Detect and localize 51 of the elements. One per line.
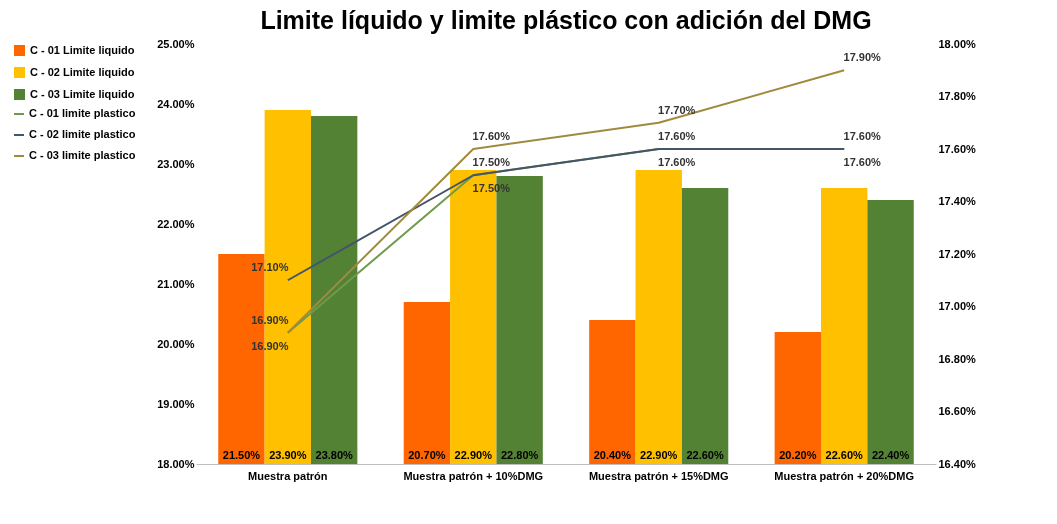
data-label: 16.90% [251, 339, 289, 352]
legend-label: C - 03 limite plastico [29, 149, 136, 161]
legend-label: C - 02 Limite liquido [30, 65, 135, 78]
data-label: 22.40% [871, 449, 910, 461]
x-tick-label: Muestra patrón + 10%DMG [403, 469, 544, 482]
data-label: 22.60% [686, 449, 724, 461]
y2-tick-label: 16.40% [938, 457, 977, 470]
data-label: 16.90% [251, 313, 289, 326]
data-label: 22.80% [500, 449, 539, 461]
data-label: 17.90% [843, 51, 882, 64]
legend-label: C - 03 Limite liquido [30, 87, 135, 100]
data-label: 22.90% [454, 449, 493, 461]
data-label: 21.50% [222, 449, 261, 461]
y-tick-label: 25.00% [157, 37, 195, 50]
data-label: 20.20% [779, 449, 817, 461]
y2-tick-label: 18.00% [938, 37, 977, 50]
data-label: 20.70% [408, 449, 446, 461]
legend-label: C - 01 Limite liquido [30, 43, 135, 56]
y-tick-label: 20.00% [157, 337, 195, 350]
x-tick-label: Muestra patrón + 15%DMG [588, 469, 729, 482]
chart-title: Limite líquido y limite plástico con adición del DMG [260, 6, 872, 34]
legend-label: C - 01 limite plastico [29, 107, 136, 119]
data-label: 22.90% [640, 449, 678, 461]
data-label: 17.70% [658, 103, 696, 116]
y2-tick-label: 17.60% [938, 142, 977, 155]
data-label: 17.10% [251, 261, 289, 274]
data-label: 17.50% [472, 156, 511, 169]
data-label: 17.60% [658, 156, 696, 168]
data-label: 23.80% [315, 449, 354, 461]
data-label: 17.60% [843, 156, 882, 168]
data-label: 22.60% [825, 449, 864, 461]
y2-tick-label: 17.80% [938, 90, 977, 102]
x-tick-label: Muestra patrón [248, 469, 328, 482]
y2-tick-label: 17.20% [938, 247, 977, 260]
y-tick-label: 23.00% [157, 157, 195, 170]
y-tick-label: 18.00% [157, 457, 195, 470]
y2-tick-label: 17.40% [938, 195, 977, 207]
y2-tick-label: 16.80% [938, 352, 977, 365]
y2-tick-label: 17.00% [938, 300, 977, 312]
x-tick-label: Muestra patrón + 20%DMG [774, 469, 915, 482]
y2-tick-label: 16.60% [938, 405, 977, 417]
y-tick-label: 21.00% [157, 277, 195, 290]
data-label: 20.40% [593, 449, 632, 461]
data-label: 17.60% [843, 130, 882, 142]
y-tick-label: 24.00% [157, 97, 195, 110]
data-label: 17.60% [658, 130, 696, 142]
y-tick-label: 22.00% [157, 217, 195, 230]
data-label: 17.60% [472, 130, 511, 142]
data-label: 23.90% [269, 449, 307, 461]
legend-label: C - 02 limite plastico [29, 128, 136, 140]
y-tick-label: 19.00% [157, 397, 195, 410]
